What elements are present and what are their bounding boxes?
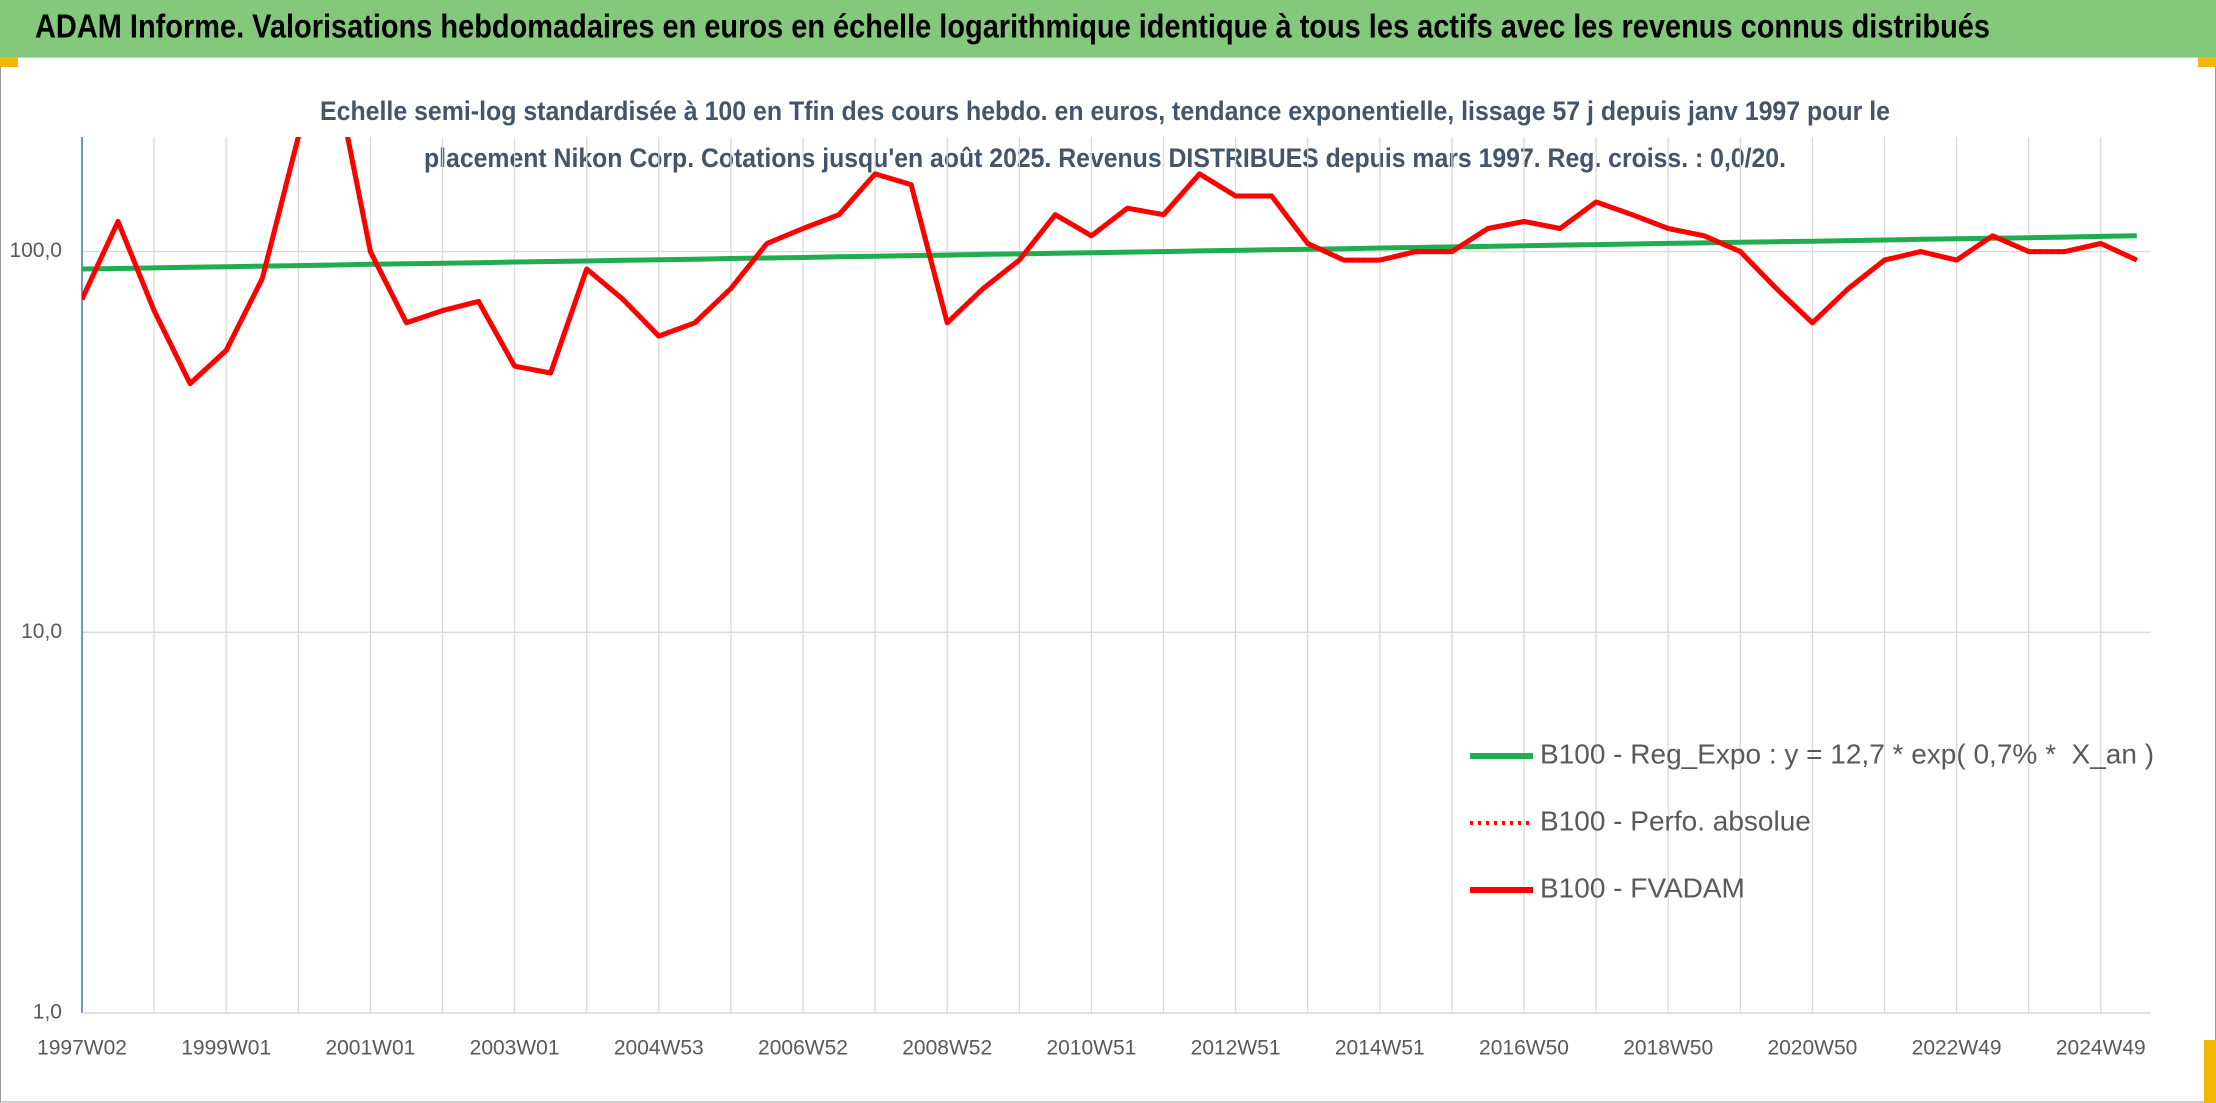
x-tick-label: 2016W50 <box>1479 1037 1569 1060</box>
grid <box>81 137 2151 1014</box>
corner <box>2198 57 2216 67</box>
legend-label: B100 - Perfo. absolue <box>1540 805 1811 836</box>
header-title: ADAM Informe. Valorisations hebdomadaire… <box>35 8 1990 45</box>
labels: 1,0 10,0 100,0 1997W02 1999W01 2001W01 2003W01… <box>9 239 2145 1059</box>
corner <box>2204 1040 2216 1103</box>
chart-subtitle: Echelle semi-log standardisée à 100 en T… <box>320 96 1890 126</box>
x-tick-label: 2024W49 <box>2056 1037 2146 1060</box>
x-tick-label: 2020W50 <box>1767 1037 1857 1060</box>
legend-label: B100 - Reg_Expo : y = 12,7 * exp( 0,7% *… <box>1540 738 2154 769</box>
series-line <box>82 233 2137 272</box>
x-tick-label: 2018W50 <box>1623 1037 1713 1060</box>
x-tick-label: 2008W52 <box>902 1037 992 1060</box>
x-tick-label: 2012W51 <box>1191 1037 1281 1060</box>
x-tick-label: 2004W53 <box>614 1037 704 1060</box>
x-tick-label: 2006W52 <box>758 1037 848 1060</box>
y-tick-label: 10,0 <box>21 620 62 643</box>
corner <box>0 57 18 67</box>
plot <box>82 137 2138 387</box>
y-tick-label: 1,0 <box>33 1001 62 1024</box>
chart-subtitle: placement Nikon Corp. Cotations jusqu'en… <box>424 143 1786 173</box>
header-bar <box>0 0 2216 57</box>
x-tick-label: 1999W01 <box>181 1037 271 1060</box>
x-tick-label: 1997W02 <box>37 1037 127 1060</box>
x-tick-label: 2001W01 <box>325 1037 415 1060</box>
series-line <box>82 137 2138 387</box>
y-tick-label: 100,0 <box>9 239 62 262</box>
legend: B100 - Reg_Expo : y = 12,7 * exp( 0,7% *… <box>1470 738 2154 903</box>
x-tick-label: 2022W49 <box>1912 1037 2002 1060</box>
legend-label: B100 - FVADAM <box>1540 872 1745 903</box>
x-tick-label: 2014W51 <box>1335 1037 1425 1060</box>
x-tick-label: 2003W01 <box>470 1037 560 1060</box>
x-tick-label: 2010W51 <box>1046 1037 1136 1060</box>
